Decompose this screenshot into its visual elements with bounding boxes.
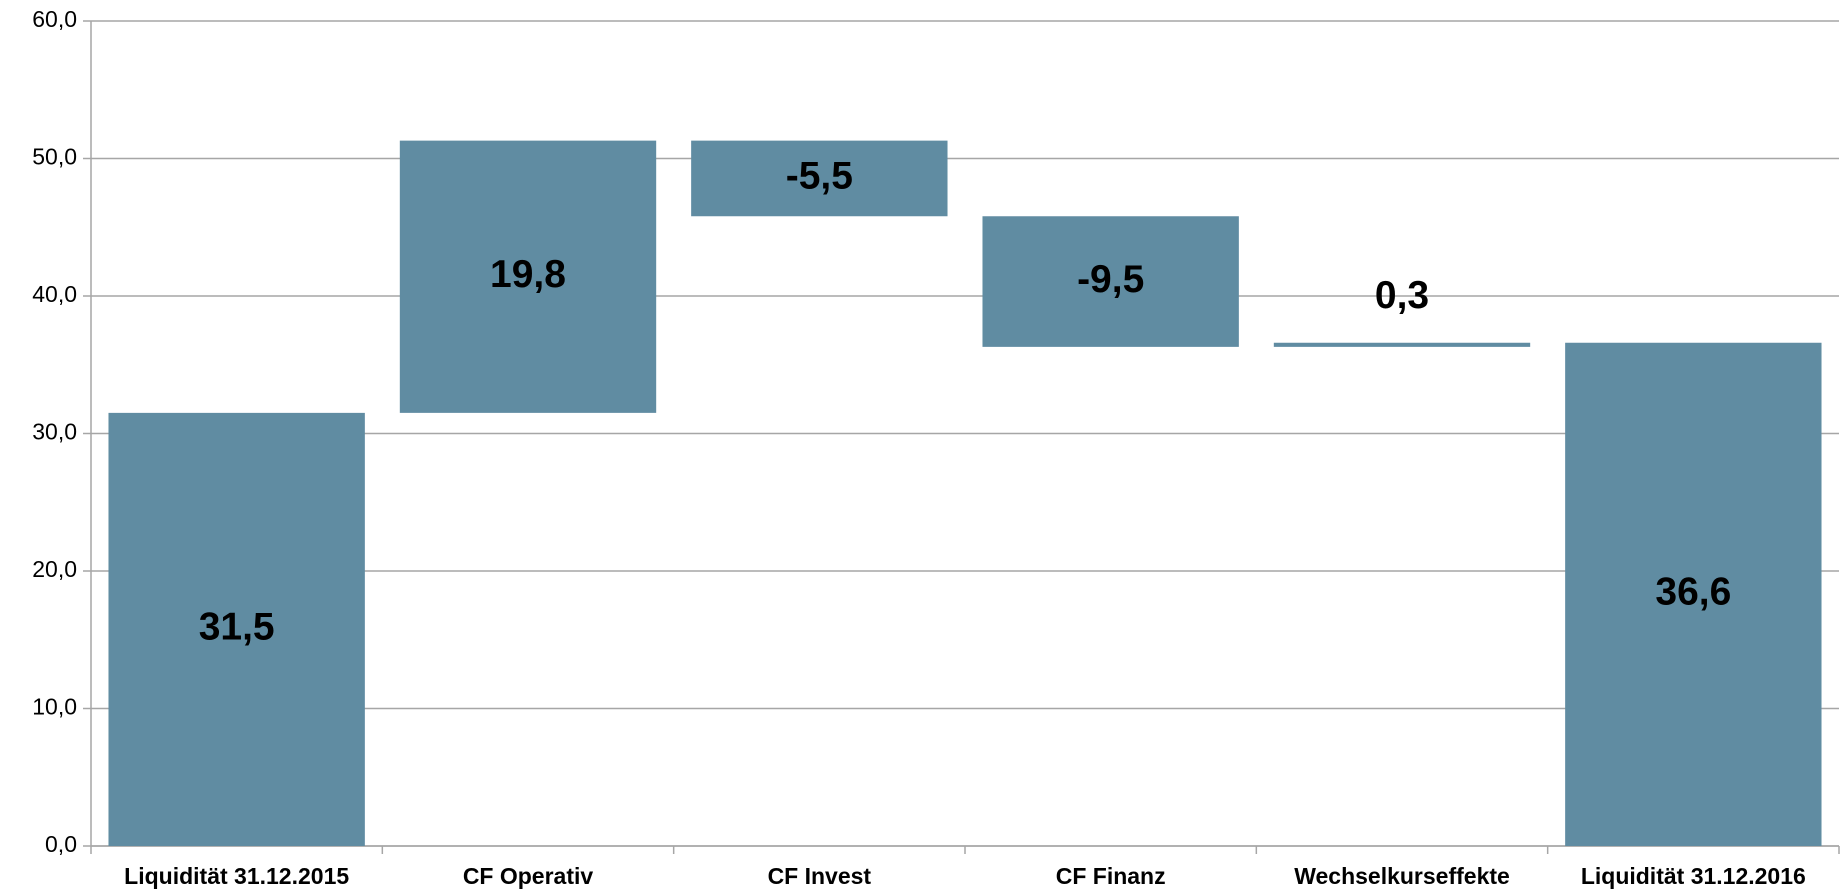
value-label: 19,8 <box>490 253 566 296</box>
y-tick-label: 60,0 <box>32 6 77 32</box>
x-tick-label: Wechselkurseffekte <box>1294 863 1510 889</box>
bar <box>691 140 948 217</box>
bar <box>399 140 657 413</box>
y-tick-label: 30,0 <box>32 419 77 445</box>
value-label: 36,6 <box>1655 571 1731 614</box>
value-label: -5,5 <box>786 155 853 198</box>
bar <box>108 412 365 846</box>
x-tick-label: Liquidität 31.12.2015 <box>124 863 349 889</box>
x-tick-label: CF Finanz <box>1056 863 1166 889</box>
y-tick-label: 10,0 <box>32 694 77 720</box>
bar <box>982 216 1239 347</box>
y-tick-label: 50,0 <box>32 144 77 170</box>
value-label: -9,5 <box>1077 258 1144 301</box>
y-tick-label: 0,0 <box>45 831 77 857</box>
bar <box>1273 342 1531 347</box>
x-tick-label: CF Operativ <box>463 863 594 889</box>
bar <box>1565 342 1822 846</box>
value-label: 0,3 <box>1375 274 1429 317</box>
x-tick-label: CF Invest <box>768 863 872 889</box>
y-tick-label: 40,0 <box>32 281 77 307</box>
value-label: 31,5 <box>199 606 275 649</box>
x-tick-label: Liquidität 31.12.2016 <box>1581 863 1806 889</box>
y-tick-label: 20,0 <box>32 556 77 582</box>
